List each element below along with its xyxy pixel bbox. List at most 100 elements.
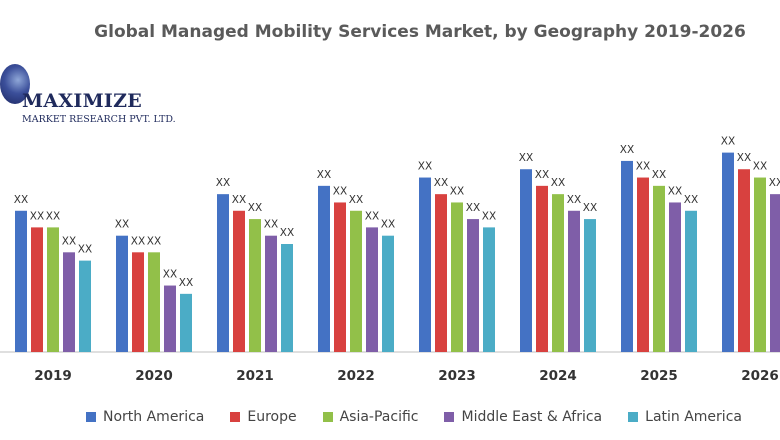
bar-middle-east-africa-2022: [366, 227, 378, 352]
legend-label: Europe: [247, 409, 297, 425]
legend-label: North America: [103, 409, 205, 425]
logo-name: MAXIMIZE: [22, 90, 143, 112]
bar-latin-america-2022: [382, 235, 394, 352]
data-label: XX: [466, 202, 480, 214]
bar-europe-2020: [132, 252, 144, 352]
x-tick-label: 2023: [438, 368, 476, 384]
data-label: XX: [450, 185, 464, 197]
bar-latin-america-2020: [180, 293, 192, 352]
data-label: XX: [30, 210, 44, 222]
legend-swatch: [86, 412, 96, 422]
data-label: XX: [216, 177, 230, 189]
data-label: XX: [280, 227, 294, 239]
x-tick-label: 2025: [640, 368, 678, 384]
data-label: XX: [684, 194, 698, 206]
data-label: XX: [668, 185, 682, 197]
data-label: XX: [317, 169, 331, 181]
legend-swatch: [444, 412, 455, 422]
x-tick-label: 2020: [135, 368, 173, 384]
legend-item: Latin America: [628, 409, 742, 425]
bar-middle-east-africa-2020: [164, 285, 176, 352]
bar-europe-2021: [233, 210, 245, 352]
bar-latin-america-2025: [685, 210, 697, 352]
bar-north-america-2019: [15, 210, 27, 352]
data-label: XX: [583, 202, 597, 214]
data-label: XX: [349, 194, 363, 206]
x-tick-label: 2026: [741, 368, 779, 384]
bar-north-america-2021: [217, 194, 229, 352]
data-label: XX: [46, 210, 60, 222]
data-label: XX: [163, 269, 177, 281]
legend-item: North America: [86, 409, 204, 425]
data-label: XX: [232, 194, 246, 206]
data-label: XX: [418, 161, 432, 173]
bar-latin-america-2024: [584, 219, 596, 352]
data-label: XX: [381, 219, 395, 231]
data-label: XX: [737, 152, 751, 164]
bar-asia-pacific-2020: [148, 252, 160, 352]
legend-item: Asia-Pacific: [322, 409, 418, 425]
bar-europe-2022: [334, 202, 346, 352]
data-label: XX: [535, 169, 549, 181]
data-label: XX: [115, 219, 129, 231]
bar-latin-america-2021: [281, 244, 293, 352]
bar-north-america-2024: [520, 169, 532, 352]
bar-north-america-2023: [419, 177, 431, 352]
globe-icon: [0, 64, 30, 104]
chart-legend: North America Europe Asia-Pacific Middle Ea…: [86, 409, 742, 425]
legend-swatch: [230, 412, 241, 422]
bar-asia-pacific-2024: [552, 194, 564, 352]
bar-north-america-2025: [621, 160, 633, 352]
bar-europe-2019: [31, 227, 43, 352]
bar-europe-2023: [435, 194, 447, 352]
x-tick-label: 2022: [337, 368, 375, 384]
data-label: XX: [14, 194, 28, 206]
data-label: XX: [264, 219, 278, 231]
x-tick-label: 2019: [34, 368, 72, 384]
bar-middle-east-africa-2023: [467, 219, 479, 352]
bar-latin-america-2023: [483, 227, 495, 352]
legend-label: Middle East & Africa: [461, 409, 603, 425]
bar-north-america-2020: [116, 235, 128, 352]
bar-north-america-2026: [722, 152, 734, 352]
data-label: XX: [482, 210, 496, 222]
data-label: XX: [769, 177, 780, 189]
bar-europe-2025: [637, 177, 649, 352]
legend-label: Latin America: [645, 409, 742, 425]
logo-subtitle: MARKET RESEARCH PVT. LTD.: [22, 114, 176, 125]
bar-middle-east-africa-2019: [63, 252, 75, 352]
data-label: XX: [721, 136, 735, 148]
x-tick-label: 2021: [236, 368, 274, 384]
bar-asia-pacific-2022: [350, 210, 362, 352]
bar-asia-pacific-2019: [47, 227, 59, 352]
bar-middle-east-africa-2026: [770, 194, 780, 352]
legend-item: Europe: [230, 409, 297, 425]
bar-europe-2024: [536, 185, 548, 352]
data-label: XX: [636, 161, 650, 173]
bar-middle-east-africa-2025: [669, 202, 681, 352]
data-label: XX: [248, 202, 262, 214]
data-label: XX: [131, 235, 145, 247]
legend-swatch: [322, 412, 333, 422]
bar-middle-east-africa-2024: [568, 210, 580, 352]
data-label: XX: [753, 161, 767, 173]
bar-europe-2026: [738, 169, 750, 352]
data-label: XX: [620, 144, 634, 156]
data-label: XX: [551, 177, 565, 189]
bar-middle-east-africa-2021: [265, 235, 277, 352]
bar-latin-america-2019: [79, 260, 91, 352]
bar-north-america-2022: [318, 185, 330, 352]
data-label: XX: [147, 235, 161, 247]
data-label: XX: [179, 277, 193, 289]
data-label: XX: [62, 235, 76, 247]
bar-asia-pacific-2023: [451, 202, 463, 352]
chart-title: Global Managed Mobility Services Market,…: [94, 22, 746, 42]
data-label: XX: [519, 152, 533, 164]
x-tick-label: 2024: [539, 368, 577, 384]
data-label: XX: [434, 177, 448, 189]
bar-asia-pacific-2026: [754, 177, 766, 352]
data-label: XX: [333, 185, 347, 197]
data-label: XX: [567, 194, 581, 206]
data-label: XX: [652, 169, 666, 181]
